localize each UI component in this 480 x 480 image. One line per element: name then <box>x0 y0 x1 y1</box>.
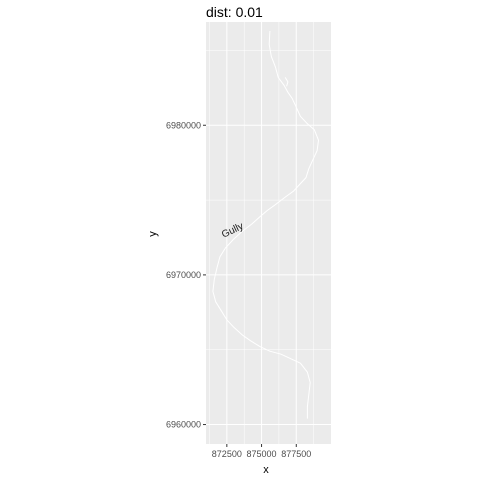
x-axis: 872500 875000 877500 <box>212 444 311 459</box>
x-axis-title: x <box>263 464 269 476</box>
x-tick-label: 877500 <box>281 449 311 459</box>
y-axis: 6960000 6970000 6980000 <box>166 120 206 429</box>
x-tick-label: 872500 <box>212 449 242 459</box>
y-tick-label: 6980000 <box>166 120 201 130</box>
x-tick-label: 875000 <box>247 449 277 459</box>
chart-title: dist: 0.01 <box>206 4 263 20</box>
y-tick-label: 6970000 <box>166 270 201 280</box>
y-axis-title: y <box>147 231 159 237</box>
y-tick-label: 6960000 <box>166 420 201 430</box>
